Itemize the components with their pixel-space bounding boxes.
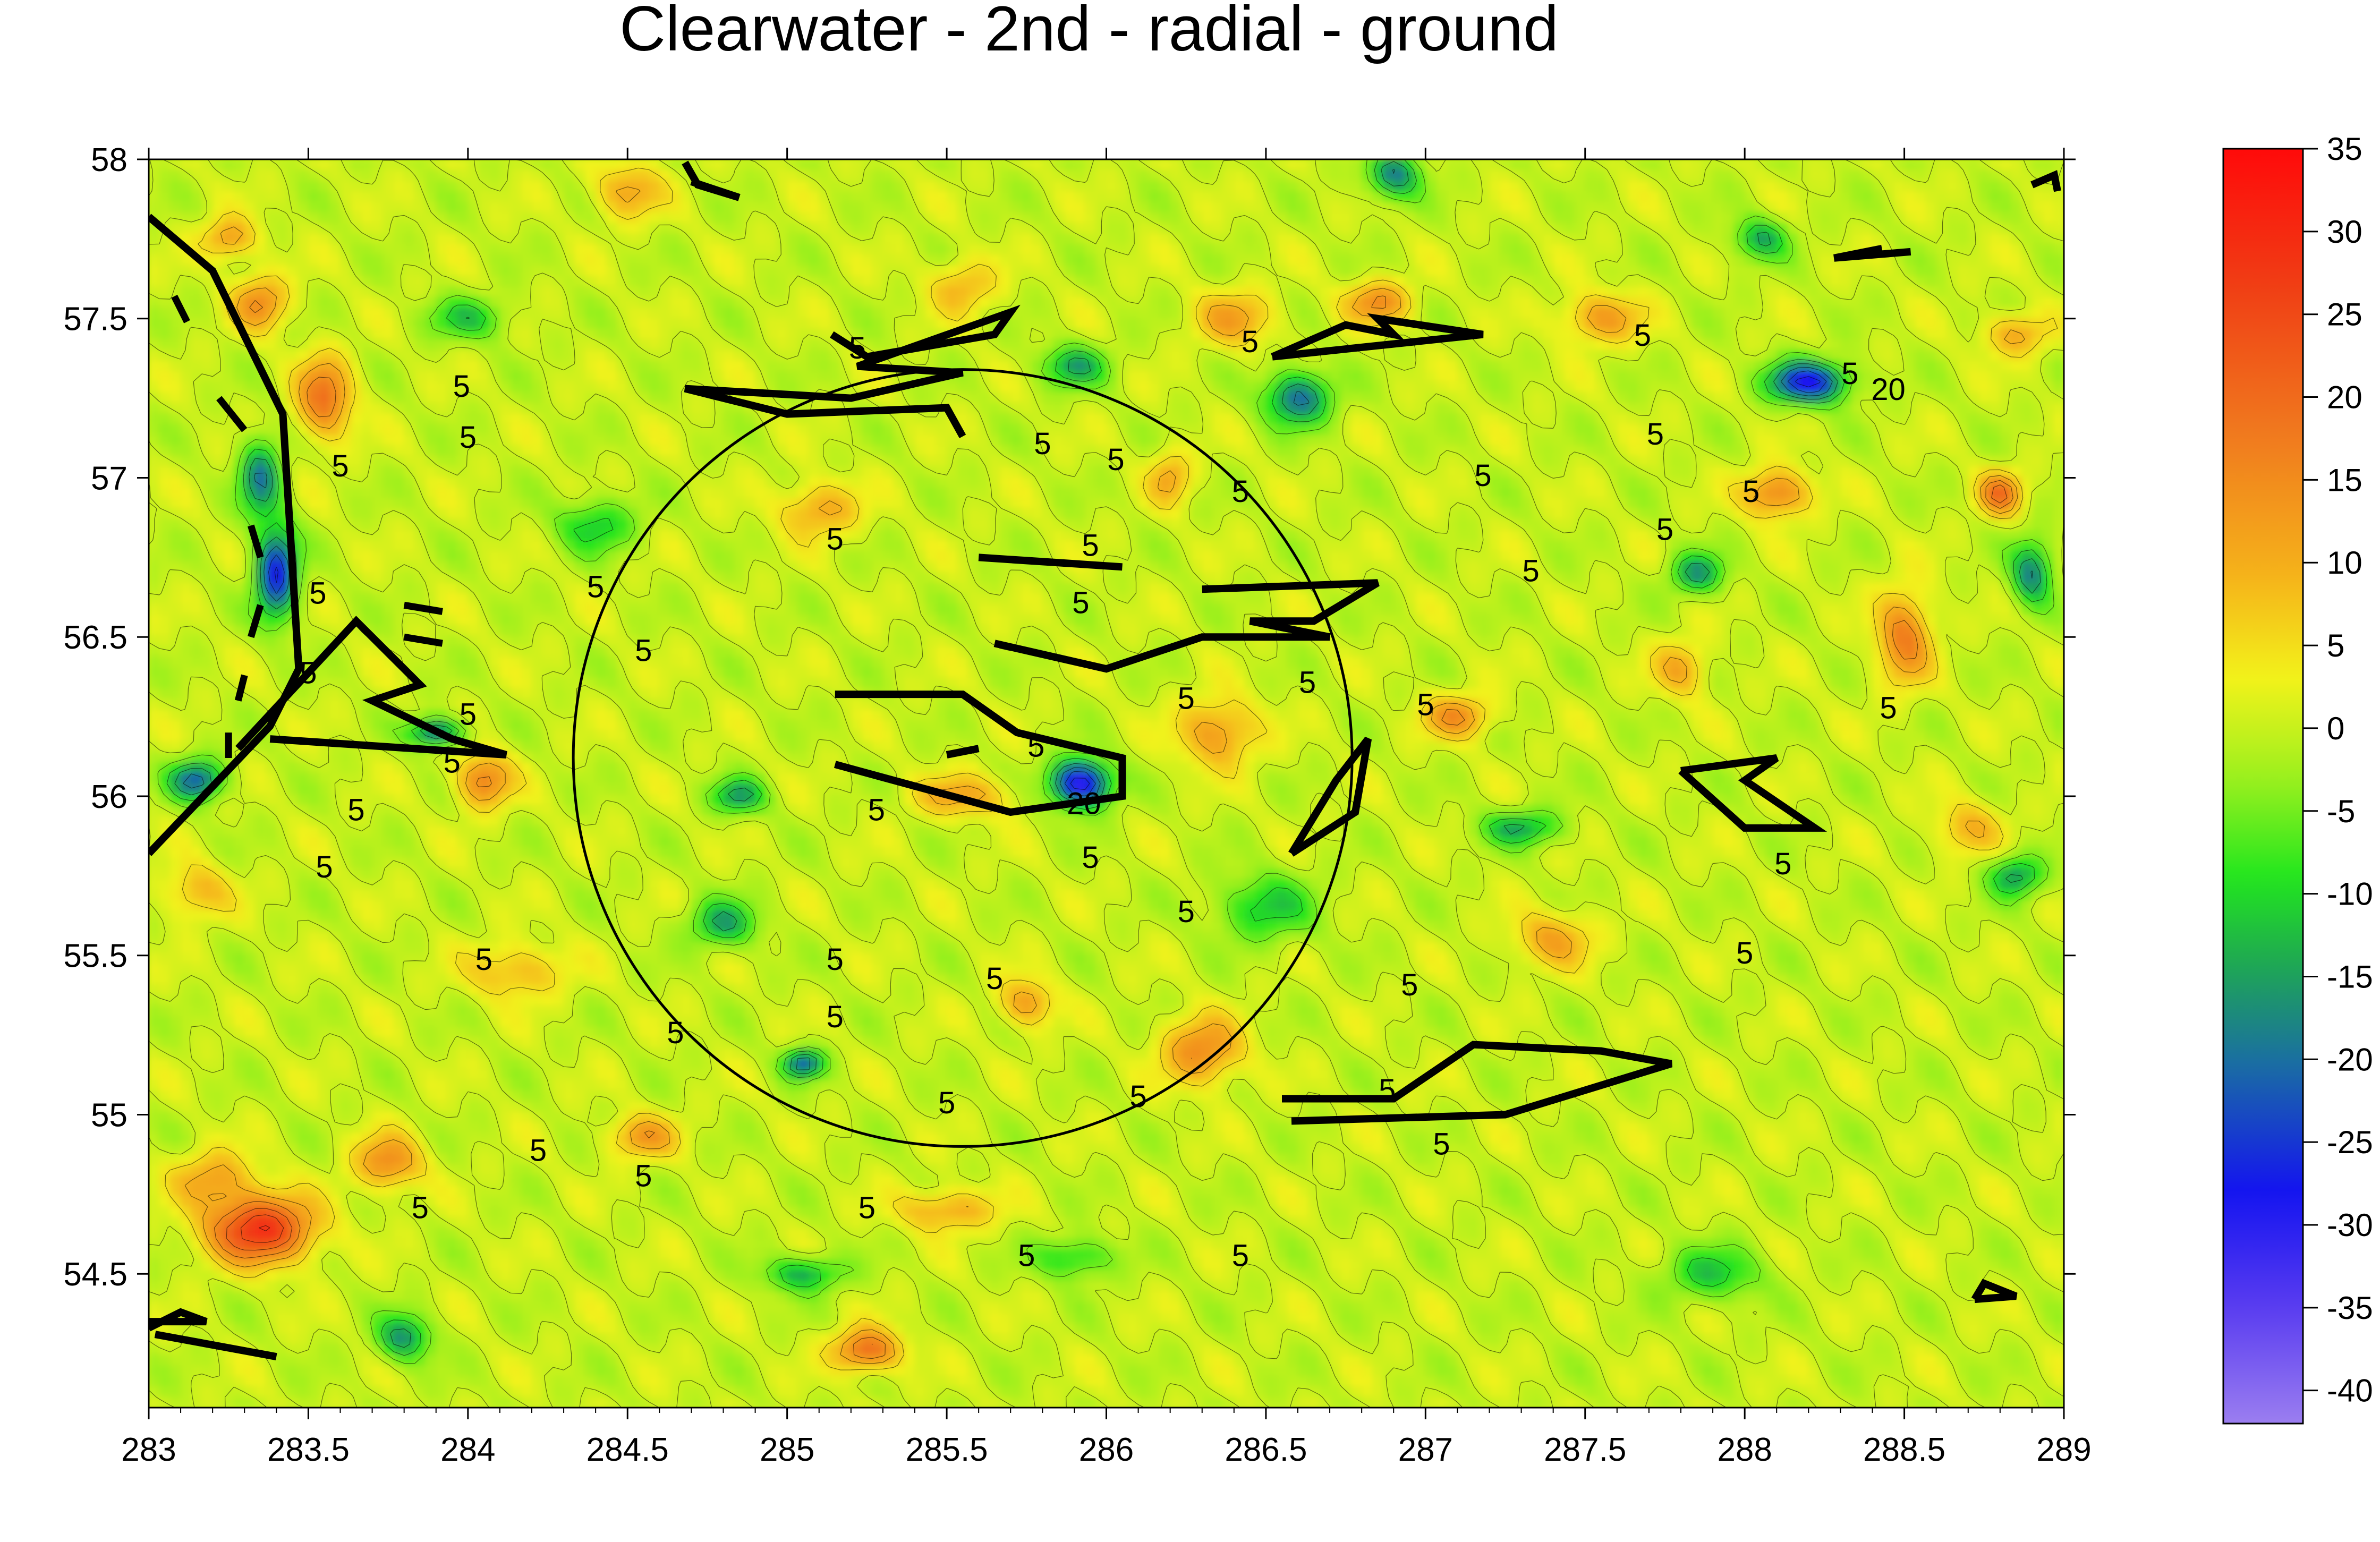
contour-label: 5	[635, 1159, 652, 1194]
contour-label: 5	[1082, 529, 1099, 563]
contour-label: 5	[1107, 442, 1124, 477]
contour-label: 5	[1736, 936, 1753, 970]
colorbar-tick-label: 35	[2327, 131, 2362, 167]
contour-label: 5	[1034, 427, 1051, 461]
plot-area: 5 5 5 5 5 5 5 5 5 5 5 5 5 5 5 5 5 5 5 5 5 5 5 20 5 5 5 5 5 5 5 5 5 5 5 5 5 5 5…	[149, 159, 2064, 1408]
colorbar-tick-label: -35	[2327, 1290, 2373, 1326]
contour-label: 5	[1474, 458, 1491, 493]
contour-label: 5	[587, 570, 604, 604]
contour-label: 5	[1774, 847, 1791, 881]
contour-label: 5	[1232, 474, 1249, 509]
x-tick-label: 287.5	[1544, 1432, 1626, 1468]
colorbar-tick-label: -20	[2327, 1042, 2373, 1077]
contour-label: 5	[1841, 356, 1858, 391]
colorbar-tick-label: 20	[2327, 380, 2362, 415]
colorbar: 35 30 25 20 15 10 5 0 -5 -10 -15 -20 -25 -30 -35 -40	[2223, 131, 2373, 1424]
contour-label: 5	[938, 1086, 955, 1120]
contour-label: 5	[1129, 1079, 1146, 1114]
x-tick-label: 283.5	[267, 1432, 350, 1468]
contour-label: 5	[300, 656, 317, 691]
y-tick-label: 58	[91, 142, 128, 178]
contour-label: 5	[530, 1134, 547, 1168]
colorbar-tick-label: -15	[2327, 959, 2373, 994]
colorbar-tick-label: -25	[2327, 1124, 2373, 1160]
contour-label: 5	[1647, 417, 1664, 451]
y-tick-label: 57.5	[63, 301, 128, 338]
contour-label: 5	[858, 1191, 876, 1225]
contour-label: 5	[667, 1016, 684, 1050]
contour-label: 5	[309, 576, 326, 611]
contour-label: 5	[986, 961, 1003, 996]
colorbar-tick-label: 30	[2327, 214, 2362, 250]
contour-label: 5	[444, 745, 461, 779]
contour-label: 5	[1242, 325, 1259, 359]
x-tick-label: 285	[760, 1432, 814, 1468]
contour-label: 5	[332, 449, 348, 483]
contour-label: 5	[1072, 586, 1089, 620]
field-cells	[149, 159, 2064, 1408]
y-tick-label: 56.5	[63, 619, 128, 656]
contour-label: 5	[1082, 840, 1099, 875]
x-tick-label: 289	[2036, 1432, 2091, 1468]
colorbar-scale	[2223, 149, 2303, 1424]
contour-label: 5	[1433, 1127, 1450, 1162]
contour-label: 5	[827, 942, 844, 977]
contour-label: 5	[1027, 729, 1044, 763]
x-tick-label: 288.5	[1863, 1432, 1945, 1468]
contour-label: 5	[1299, 665, 1316, 700]
x-tick-label: 285.5	[906, 1432, 988, 1468]
y-tick-label: 54.5	[63, 1256, 128, 1293]
colorbar-tick-label: -30	[2327, 1207, 2373, 1243]
y-tick-label: 55	[91, 1097, 128, 1134]
contour-label: 5	[347, 793, 364, 827]
contour-label: 5	[1634, 318, 1651, 353]
x-tick-label: 288	[1717, 1432, 1772, 1468]
colorbar-tick-label: 10	[2327, 545, 2362, 581]
x-tick-label: 286	[1079, 1432, 1134, 1468]
colorbar-tick-label: -5	[2327, 794, 2355, 829]
contour-label: 5	[1656, 513, 1673, 547]
contour-label: 5	[827, 1000, 844, 1034]
colorbar-tick-label: 25	[2327, 297, 2362, 333]
contour-label: 5	[316, 850, 333, 884]
contour-label: 5	[849, 331, 866, 365]
contour-label: 5	[460, 697, 477, 731]
contour-label: 20	[1067, 786, 1101, 821]
y-tick-label: 55.5	[63, 938, 128, 975]
chart-title: Clearwater - 2nd - radial - ground	[619, 0, 1558, 64]
contour-label: 5	[868, 793, 885, 827]
contour-label: 5	[1232, 1239, 1249, 1273]
contour-label: 5	[1742, 474, 1760, 509]
contour-label: 5	[1018, 1239, 1035, 1273]
contour-label: 5	[1379, 1073, 1396, 1107]
contour-label: 5	[1417, 687, 1434, 722]
contour-label: 5	[1178, 681, 1195, 715]
contour-label: 5	[475, 942, 492, 977]
field-layer	[149, 159, 2064, 1408]
colorbar-ticks: 35 30 25 20 15 10 5 0 -5 -10 -15 -20 -25 -30 -35 -40	[2303, 131, 2373, 1409]
contour-label: 5	[412, 1191, 429, 1225]
y-tick-label: 56	[91, 779, 128, 815]
x-tick-label: 283	[121, 1432, 176, 1468]
x-tick-label: 284	[440, 1432, 495, 1468]
x-tick-label: 286.5	[1225, 1432, 1307, 1468]
x-tick-label: 287	[1398, 1432, 1453, 1468]
contour-label: 5	[460, 420, 477, 455]
contour-label: 5	[453, 369, 470, 404]
contour-label: 20	[1871, 372, 1906, 407]
y-tick-label: 57	[91, 460, 128, 497]
colorbar-tick-label: 0	[2327, 711, 2344, 746]
colorbar-tick-label: -40	[2327, 1373, 2373, 1409]
contour-label: 5	[1178, 894, 1195, 929]
x-tick-label: 284.5	[586, 1432, 669, 1468]
contour-label: 5	[827, 522, 844, 557]
contour-label: 5	[1401, 968, 1418, 1002]
colorbar-tick-label: 5	[2327, 628, 2344, 663]
contour-label: 5	[635, 634, 652, 668]
contour-label: 5	[1880, 691, 1897, 725]
colorbar-tick-label: -10	[2327, 876, 2373, 912]
contour-label: 5	[1522, 554, 1539, 589]
colorbar-tick-label: 15	[2327, 462, 2362, 498]
